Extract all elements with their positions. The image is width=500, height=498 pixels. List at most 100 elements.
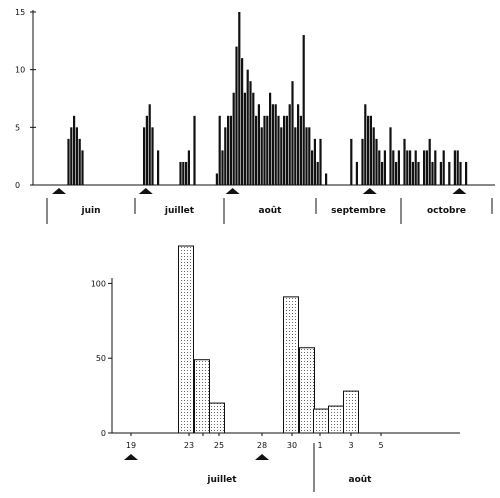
top-bar xyxy=(299,115,302,185)
top-bar xyxy=(215,173,218,185)
top-bar xyxy=(406,150,409,185)
top-bar xyxy=(319,138,322,185)
top-bar xyxy=(283,115,286,185)
top-bar xyxy=(417,161,420,185)
top-chart: 0 5 10 15 juin juillet août septembre octobre xyxy=(15,8,495,224)
bottom-x-tick-label: 30 xyxy=(287,441,297,450)
top-bar xyxy=(67,138,70,185)
top-period-arrow xyxy=(225,188,240,194)
bottom-bar xyxy=(283,296,299,434)
top-bar xyxy=(81,150,84,185)
bottom-x-tick-label: 3 xyxy=(348,441,353,450)
top-bar xyxy=(266,115,269,185)
top-bar xyxy=(389,127,392,185)
bottom-chart: 0 50 100 19 23 25 28 30 1 3 5 juillet août xyxy=(91,245,460,492)
top-bar xyxy=(297,104,300,185)
top-chart-y-tick-labels: 0 5 10 15 xyxy=(15,8,36,190)
bottom-bar xyxy=(328,405,344,434)
top-bar xyxy=(73,115,76,185)
top-bar xyxy=(397,150,400,185)
top-bar xyxy=(143,127,146,185)
bottom-bar xyxy=(299,347,315,434)
top-bar xyxy=(305,127,308,185)
top-chart-period-markers xyxy=(52,188,467,194)
bottom-x-tick-label: 28 xyxy=(257,441,267,450)
top-bar xyxy=(364,104,367,185)
bottom-x-tick-label: 23 xyxy=(184,441,194,450)
top-bar xyxy=(350,138,353,185)
top-chart-bars xyxy=(67,12,468,186)
top-month-label: juin xyxy=(81,206,101,216)
top-bar xyxy=(378,150,381,185)
top-bar xyxy=(403,138,406,185)
bottom-y-tick-label: 50 xyxy=(96,354,106,363)
top-bar xyxy=(277,115,280,185)
top-bar xyxy=(395,161,398,185)
bottom-y-tick-label: 0 xyxy=(101,429,106,438)
top-bar xyxy=(308,127,311,185)
top-bar xyxy=(434,150,437,185)
bottom-x-tick-label: 1 xyxy=(317,441,322,450)
top-bar xyxy=(392,150,395,185)
top-bar xyxy=(179,161,182,185)
bottom-chart-y-tick-labels: 0 50 100 xyxy=(91,279,112,438)
top-bar xyxy=(316,161,319,185)
top-bar xyxy=(193,115,196,185)
top-bar xyxy=(442,150,445,185)
top-bar xyxy=(246,69,249,185)
top-bar xyxy=(414,150,417,185)
top-bar xyxy=(227,115,230,185)
top-bar xyxy=(355,161,358,185)
top-bar xyxy=(257,104,260,185)
bottom-y-tick-label: 100 xyxy=(91,279,106,288)
top-bar xyxy=(456,150,459,185)
top-bar xyxy=(148,104,151,185)
top-bar xyxy=(325,173,328,185)
bottom-period-arrow xyxy=(255,454,269,460)
top-month-label: septembre xyxy=(331,206,386,216)
top-period-arrow xyxy=(452,188,467,194)
top-bar xyxy=(255,115,258,185)
bottom-bar xyxy=(209,402,225,434)
bottom-bar xyxy=(313,408,329,434)
top-bar xyxy=(229,115,232,185)
top-bar xyxy=(311,150,314,185)
top-period-arrow xyxy=(362,188,377,194)
top-y-tick-label: 10 xyxy=(15,66,25,75)
top-bar xyxy=(271,104,274,185)
top-bar xyxy=(185,161,188,185)
bottom-month-label: août xyxy=(349,475,373,485)
top-bar xyxy=(369,115,372,185)
top-bar xyxy=(465,161,468,185)
top-bar xyxy=(409,150,412,185)
top-bar xyxy=(459,161,462,185)
top-bar xyxy=(151,127,154,185)
top-bar xyxy=(263,115,266,185)
bottom-period-arrow xyxy=(124,454,138,460)
top-month-label: juillet xyxy=(164,206,195,216)
top-bar xyxy=(302,35,305,185)
top-bar xyxy=(157,150,160,185)
top-bar xyxy=(75,127,78,185)
top-bar xyxy=(439,161,442,185)
top-bar xyxy=(375,138,378,185)
top-bar xyxy=(423,150,426,185)
top-bar xyxy=(249,81,252,185)
top-bar xyxy=(381,161,384,185)
bottom-x-tick-label: 19 xyxy=(126,441,136,450)
top-chart-month-axis: juin juillet août septembre octobre xyxy=(46,198,493,224)
top-bar xyxy=(453,150,456,185)
top-bar xyxy=(372,127,375,185)
bottom-x-tick-label: 25 xyxy=(214,441,224,450)
top-bar xyxy=(221,150,224,185)
top-y-tick-label: 0 xyxy=(15,181,20,190)
bottom-bar xyxy=(178,245,194,434)
top-month-label: octobre xyxy=(427,206,466,216)
top-period-arrow xyxy=(52,188,66,194)
top-bar xyxy=(288,104,291,185)
top-bar xyxy=(224,127,227,185)
top-bar xyxy=(78,138,81,185)
top-bar xyxy=(361,138,364,185)
bottom-x-tick-label: 5 xyxy=(378,441,383,450)
top-bar xyxy=(428,138,431,185)
